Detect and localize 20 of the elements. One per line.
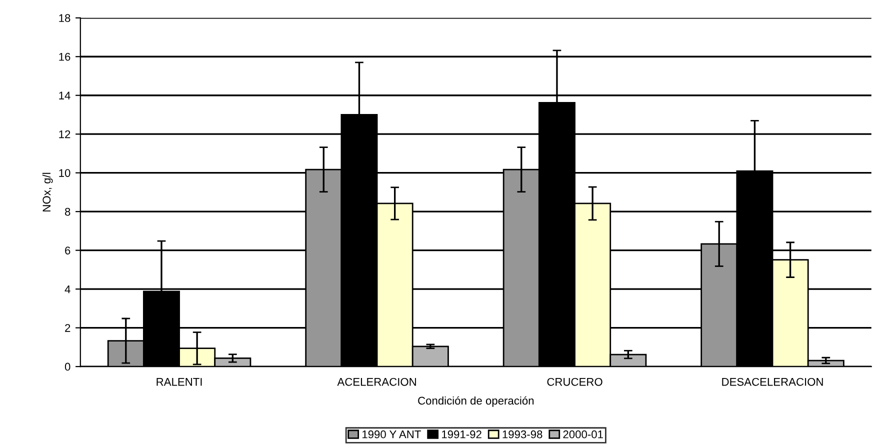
- y-tick-label: 16: [59, 52, 70, 61]
- y-axis-title: NOx, g/l: [42, 172, 53, 212]
- y-tick-label: 6: [65, 246, 70, 254]
- y-tick-label: 8: [64, 208, 70, 216]
- y-tick-label: 10: [59, 169, 70, 177]
- x-tick-label: ACELERACION: [337, 378, 416, 386]
- x-tick-label: RALENTI: [156, 378, 202, 386]
- x-tick-label: DESACELERACION: [722, 378, 823, 386]
- legend-label: 2000-01: [563, 430, 603, 438]
- y-tick-label: 0: [64, 362, 70, 371]
- legend-label: 1990 Y ANT: [362, 430, 421, 438]
- y-tick-label: 18: [59, 14, 70, 22]
- y-tick-label: 4: [64, 285, 70, 294]
- y-tick-label: 2: [65, 324, 70, 332]
- x-axis-title: Condición de operación: [418, 396, 534, 407]
- y-tick-label: 14: [59, 92, 70, 100]
- x-tick-label: CRUCERO: [547, 378, 602, 386]
- legend-label: 1991-92: [442, 430, 482, 438]
- legend-label: 1993-98: [502, 430, 542, 438]
- y-tick-label: 12: [59, 130, 70, 138]
